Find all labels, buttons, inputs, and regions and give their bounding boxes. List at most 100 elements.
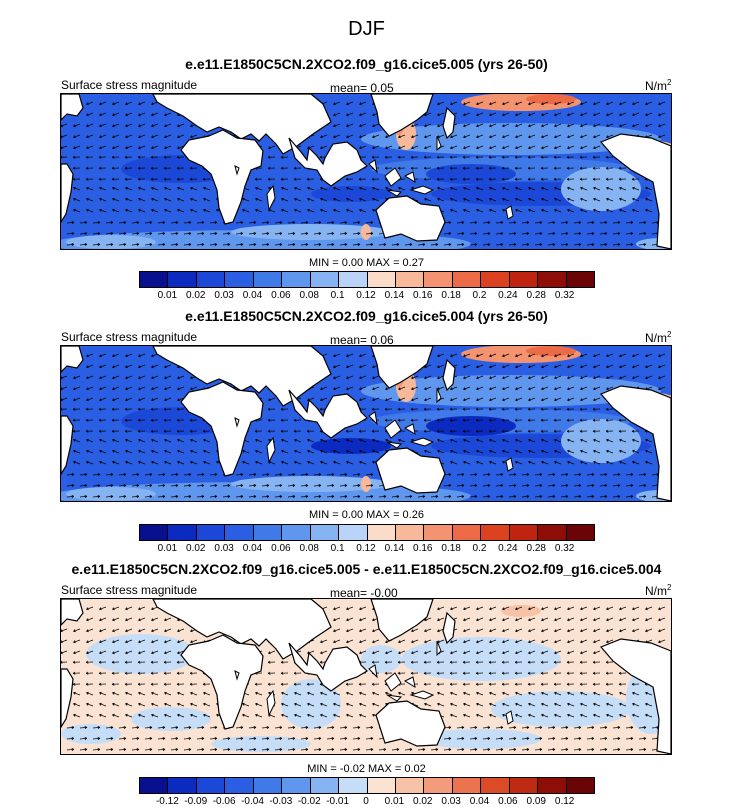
colorbar-swatch — [339, 525, 368, 540]
wind-arrow — [150, 155, 159, 159]
wind-arrow — [482, 747, 491, 751]
wind-arrow — [274, 747, 283, 751]
wind-arrow — [528, 386, 536, 391]
wind-arrow — [300, 220, 309, 224]
stress-contour — [361, 476, 371, 492]
wind-arrow — [170, 736, 179, 740]
wind-arrow — [645, 186, 653, 191]
wind-arrow — [638, 231, 647, 235]
wind-arrow — [508, 220, 517, 224]
wind-arrow — [255, 713, 263, 718]
land-mass — [152, 94, 332, 155]
colorbar-swatch — [253, 525, 283, 540]
wind-arrow — [346, 449, 354, 454]
wind-arrow — [105, 494, 114, 498]
wind-arrow — [333, 386, 341, 391]
wind-arrow — [267, 682, 276, 686]
wind-arrow — [476, 364, 484, 369]
wind-arrow — [320, 639, 328, 644]
wind-arrow — [86, 650, 94, 655]
wind-arrow — [372, 197, 380, 202]
wind-arrow — [144, 472, 153, 476]
wind-arrow — [443, 242, 452, 246]
wind-arrow — [638, 242, 647, 246]
wind-arrow — [489, 364, 497, 369]
wind-arrow — [501, 671, 510, 675]
colorbar-swatch — [140, 778, 169, 793]
wind-arrow — [112, 353, 120, 358]
wind-arrow — [248, 231, 257, 235]
wind-arrow — [163, 682, 172, 686]
wind-arrow — [515, 123, 523, 128]
wind-arrow — [586, 220, 595, 224]
wind-arrow — [560, 483, 569, 487]
wind-arrow — [612, 747, 621, 751]
wind-arrow — [567, 460, 575, 465]
wind-arrow — [61, 397, 68, 402]
wind-arrow — [313, 472, 322, 476]
colorbar-swatch — [395, 272, 425, 287]
wind-arrow — [124, 660, 133, 664]
wind-arrow — [593, 449, 601, 454]
wind-arrow — [567, 713, 575, 718]
wind-arrow — [333, 375, 341, 380]
wind-arrow — [619, 353, 627, 358]
wind-arrow — [138, 134, 146, 139]
stress-contour — [426, 416, 516, 436]
wind-arrow — [593, 691, 601, 696]
wind-arrow — [384, 166, 393, 170]
colorbar-swatch — [509, 778, 539, 793]
wind-arrow — [170, 483, 179, 487]
wind-arrow — [528, 375, 536, 380]
wind-arrow — [131, 472, 140, 476]
stress-contour — [66, 487, 156, 501]
wind-arrow — [547, 483, 556, 487]
wind-arrow — [579, 407, 588, 411]
wind-arrow — [177, 386, 185, 391]
wind-arrow — [579, 155, 588, 159]
wind-arrow — [514, 429, 523, 433]
wind-arrow — [333, 702, 341, 707]
wind-arrow — [137, 418, 146, 422]
wind-arrow — [222, 747, 231, 751]
wind-arrow — [554, 101, 562, 106]
wind-arrow — [137, 407, 146, 411]
wind-arrow — [274, 494, 283, 498]
wind-arrow — [151, 134, 159, 139]
land-mass — [180, 129, 264, 225]
wind-arrow — [476, 101, 484, 106]
wind-arrow — [151, 438, 159, 443]
wind-arrow — [183, 242, 192, 246]
wind-arrow — [638, 483, 647, 487]
wind-arrow — [164, 375, 172, 380]
wind-arrow — [281, 460, 289, 465]
wind-arrow — [612, 242, 621, 246]
wind-arrow — [346, 186, 354, 191]
wind-arrow — [177, 197, 185, 202]
colorbar-swatch — [168, 778, 197, 793]
wind-arrow — [515, 186, 523, 191]
wind-arrow — [372, 145, 380, 150]
wind-arrow — [333, 639, 341, 644]
wind-arrow — [99, 101, 107, 106]
wind-arrow — [619, 460, 627, 465]
wind-arrow — [528, 397, 536, 402]
wind-arrow — [567, 386, 575, 391]
wind-arrow — [508, 736, 517, 740]
wind-arrow — [398, 650, 406, 655]
wind-arrow — [599, 242, 608, 246]
wind-arrow — [605, 429, 614, 433]
colorbar-tick-label: 0.12 — [356, 290, 376, 301]
wind-arrow — [111, 177, 120, 181]
wind-arrow — [92, 494, 101, 498]
land-mass — [375, 447, 446, 494]
colorbar-tick-label: -0.04 — [241, 796, 264, 807]
wind-arrow — [326, 736, 335, 740]
wind-arrow — [592, 418, 601, 422]
wind-arrow — [248, 242, 257, 246]
wind-arrow — [190, 186, 198, 191]
wind-arrow — [261, 736, 270, 740]
wind-arrow — [554, 628, 562, 633]
wind-arrow — [443, 483, 452, 487]
wind-arrow — [346, 208, 354, 213]
